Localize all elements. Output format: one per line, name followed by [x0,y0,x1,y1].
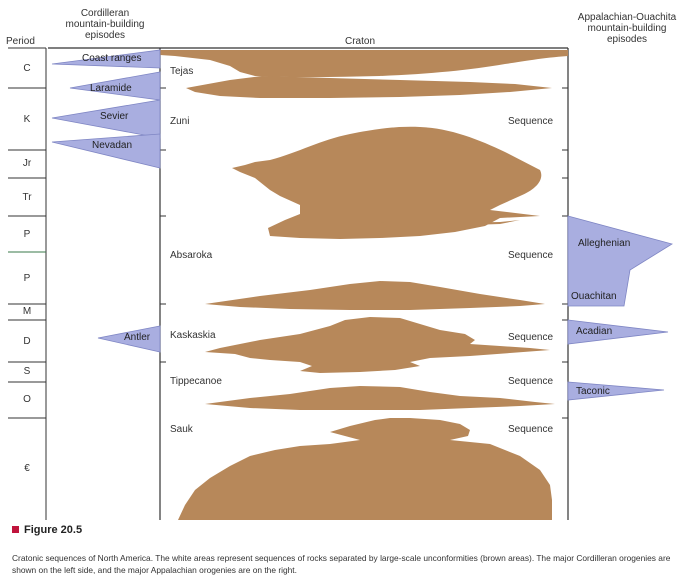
coast-ranges-wedge [51,49,161,69]
orogeny-label-ouachitan: Ouachitan [571,291,617,302]
unconformity-kaskaskia-tippecanoe [205,317,550,373]
period-table [8,47,47,520]
period-label: P [23,229,31,240]
period-label: O [23,394,31,405]
unconformity-top [160,50,568,78]
sequence-suffix: Sequence [508,332,554,343]
unconformity-absaroka-thin [300,220,520,227]
unconformity-tejas-lower [186,76,552,98]
acadian-wedge [567,319,669,345]
orogeny-label-alleghenian: Alleghenian [578,238,631,249]
appalachian-orogeny-shapes [567,215,673,401]
orogeny-label-acadian: Acadian [576,326,613,337]
sequence-name: Tippecanoe [170,376,222,387]
orogeny-label-antler: Antler [124,332,151,343]
unconformity-tippecanoe-sauk [205,386,555,410]
unconformities [160,50,568,520]
figure-caption: Cratonic sequences of North America. The… [12,553,671,575]
sequence-suffix: Sequence [508,250,554,261]
period-label: Tr [22,192,32,203]
sequence-name: Absaroka [170,250,213,261]
taconic-wedge [567,381,665,401]
antler-wedge [97,325,161,353]
sequence-name: Tejas [170,66,194,77]
orogeny-label-coast-ranges: Coast ranges [82,53,142,64]
sequence-suffix: Sequence [508,376,554,387]
alleghenian-wedge [567,215,673,307]
period-label: € [24,463,30,474]
sequence-suffix: Sequence [508,424,554,435]
orogeny-label-laramide: Laramide [90,83,132,94]
unconformity-sauk-base [178,418,552,520]
cordilleran-orogeny-shapes [51,49,161,353]
sevier-wedge [51,99,161,139]
craton-header: Craton [344,36,375,47]
period-label: D [23,336,31,347]
period-label: Jr [22,158,32,169]
period-label: S [23,366,31,377]
figure-label: Figure 20.5 [12,524,82,536]
unconformity-zuni-absaroka [232,126,542,239]
unconformity-absaroka-kaskaskia [205,281,545,310]
orogeny-label-sevier: Sevier [100,111,129,122]
laramide-wedge [69,71,161,101]
sequence-suffix: Sequence [508,116,554,127]
figure-marker-icon [12,526,19,533]
sequence-name: Sauk [170,424,193,435]
period-label: M [22,306,32,317]
period-label: K [23,114,31,125]
orogeny-label-nevadan: Nevadan [92,140,133,151]
appalachian-header: Appalachian-Ouachita mountain-building e… [577,12,677,45]
period-header: Period [6,36,35,47]
period-label: C [23,63,31,74]
period-label: P [23,273,31,284]
sequence-name: Zuni [170,116,190,127]
nevadan-wedge [51,133,161,169]
sequence-name: Kaskaskia [170,330,216,341]
cordilleran-header: Cordilleran mountain-building episodes [65,8,145,41]
craton-ticks [160,87,568,419]
orogeny-label-taconic: Taconic [576,386,610,397]
